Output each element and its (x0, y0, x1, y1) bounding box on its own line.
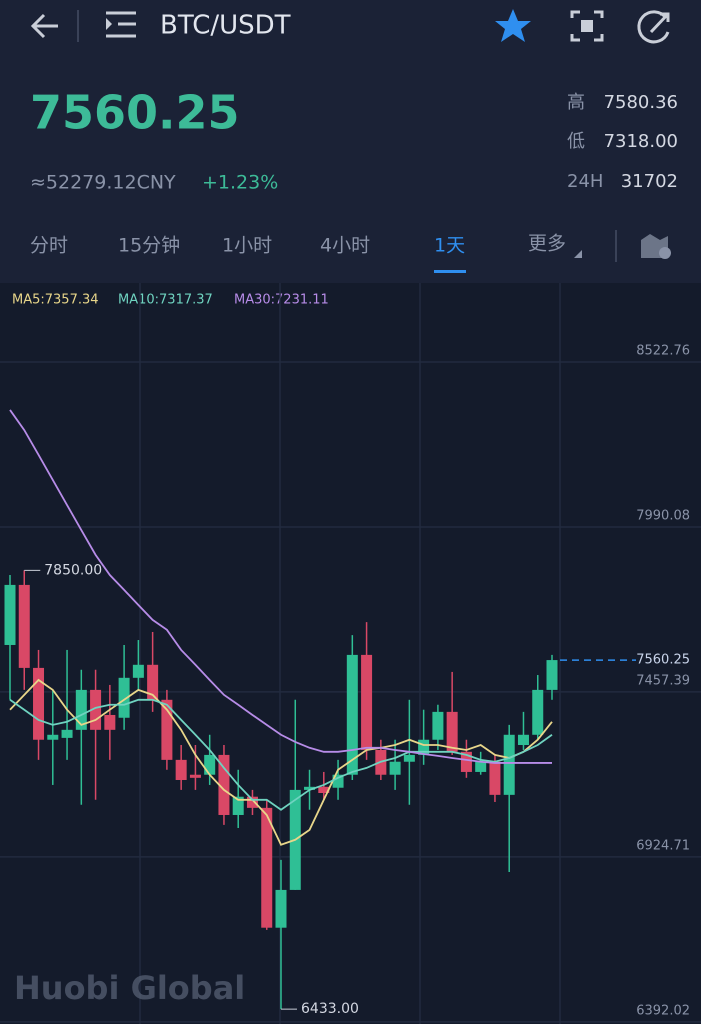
stat-value: 7580.36 (604, 92, 678, 113)
candle-body (503, 734, 515, 795)
stat-value: 31702 (621, 171, 678, 192)
annotation: 7850.00 (44, 562, 102, 578)
menu-button[interactable] (106, 11, 136, 38)
pair-title: BTC/USDT (160, 11, 291, 41)
candle-body (418, 739, 430, 755)
watermark: Huobi Global (14, 969, 245, 1007)
candle-body (147, 664, 159, 700)
tab[interactable]: 4小时 (320, 235, 370, 257)
change-percent: +1.23% (202, 172, 278, 194)
candle-body (175, 759, 187, 780)
chart-area (0, 283, 701, 1024)
candle-body (332, 774, 344, 788)
legend-entry: MA5:7357.34 (12, 293, 99, 308)
candle-body (361, 654, 373, 750)
candle-body (204, 754, 216, 775)
candle-body (318, 786, 330, 793)
last-price: 7560.25 (30, 86, 240, 140)
stat-value: 7318.00 (604, 131, 678, 152)
candle-body (275, 889, 287, 928)
tab[interactable]: 1小时 (222, 235, 272, 257)
candle-body (546, 660, 558, 690)
candle-body (432, 711, 444, 740)
annotation: 6433.00 (301, 1001, 359, 1017)
candle-body (261, 807, 273, 928)
ma-line (9, 409, 552, 764)
candle-body (403, 754, 415, 762)
ma-line (9, 698, 553, 811)
dropdown-arrow (574, 250, 582, 258)
stat-label: 低 (567, 131, 585, 152)
candle-body (4, 584, 16, 645)
candle-body (104, 714, 116, 730)
ma-line (9, 678, 553, 846)
candle-body (304, 786, 316, 790)
tab-underline (434, 270, 466, 273)
tab[interactable]: 分时 (30, 235, 68, 257)
favorite-star[interactable] (495, 9, 531, 42)
y-tick-label: 7990.08 (636, 508, 690, 523)
y-tick-label: 6392.02 (636, 1003, 690, 1018)
candle-body (346, 654, 358, 775)
candle-body (118, 677, 130, 718)
candle-body (532, 689, 544, 735)
candle-body (75, 689, 87, 730)
candle-body (61, 729, 73, 738)
tab[interactable]: 更多 (528, 233, 566, 255)
y-tick-label: 8522.76 (636, 344, 690, 359)
screenshot-button[interactable] (570, 10, 604, 42)
cny-price: ≈52279.12CNY (30, 172, 176, 194)
candle-body (90, 689, 102, 730)
candle-body (246, 796, 258, 808)
y-tick-label: 6924.71 (636, 838, 690, 853)
last-price-label: 7560.25 (636, 653, 690, 668)
candle-body (189, 774, 201, 778)
candle-body (132, 664, 144, 678)
tab[interactable]: 15分钟 (118, 235, 180, 257)
candle-body (232, 796, 244, 815)
candle-body (489, 761, 501, 795)
back-button[interactable] (30, 13, 58, 39)
y-tick-label: 7457.39 (636, 673, 690, 688)
candle-body (18, 584, 30, 668)
candle-body (517, 734, 529, 746)
gear (659, 247, 671, 259)
legend-entry: MA10:7317.37 (118, 293, 213, 308)
candle-body (161, 699, 173, 760)
stat-label: 高 (567, 92, 585, 113)
candle-body (446, 711, 458, 752)
legend-entry: MA30:7231.11 (234, 293, 329, 308)
top-panel (0, 0, 701, 283)
candle-body (475, 761, 487, 772)
candle-body (389, 761, 401, 775)
candle-body (47, 734, 59, 740)
candle-body (33, 667, 45, 740)
stat-label: 24H (567, 171, 603, 192)
share-button[interactable] (637, 10, 670, 44)
tab-active[interactable]: 1天 (434, 235, 465, 257)
candle-body (460, 751, 472, 772)
candle-body (218, 754, 230, 815)
